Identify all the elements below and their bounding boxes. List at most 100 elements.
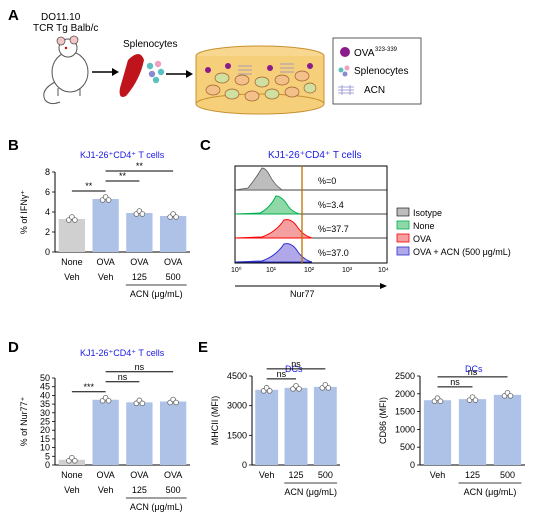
category-label-row2: Veh: [64, 485, 80, 495]
tick-1e3: 10³: [342, 267, 353, 274]
y-tick-label: 1500: [227, 430, 247, 440]
y-axis-label: MHCII (MFI): [210, 396, 220, 446]
y-axis-label: % of Nur77⁺: [19, 396, 29, 446]
group-label: ACN (μg/mL): [130, 289, 183, 299]
category-label: 500: [500, 470, 515, 480]
significance-label: **: [136, 161, 144, 171]
panel-c-title: KJ1-26⁺CD4⁺ T cells: [268, 150, 362, 161]
bar: [159, 216, 187, 252]
data-point: [139, 211, 146, 217]
bar: [423, 400, 452, 465]
y-tick-label: 30: [40, 408, 50, 418]
panel-e-letter: E: [198, 339, 208, 356]
histogram-none: [234, 195, 301, 215]
histogram-ova: [234, 219, 313, 239]
y-tick-label: 20: [40, 425, 50, 435]
y-tick-label: 0: [45, 247, 50, 257]
tick-1e0: 10⁰: [231, 266, 242, 274]
data-point: [72, 217, 78, 223]
category-label-row2: Veh: [64, 272, 80, 282]
bar: [255, 389, 279, 465]
category-label: Veh: [430, 470, 446, 480]
data-point: [173, 214, 179, 220]
legend-isotype: Isotype: [413, 208, 442, 218]
splenocyte-legend-icon: [338, 65, 350, 77]
splenocytes-label: Splenocytes: [123, 39, 177, 50]
data-point: [105, 397, 112, 404]
category-label-row2: 125: [132, 485, 147, 495]
significance-label: ns: [450, 377, 460, 387]
arrow-right-icon: [92, 68, 119, 76]
y-tick-label: 2000: [395, 389, 415, 399]
xaxis-arrow-icon: [380, 283, 387, 289]
acn-legend-icon: [338, 85, 354, 95]
data-point: [507, 393, 514, 399]
panel-d-chart: KJ1-26⁺CD4⁺ T cells 05101520253035404550%…: [19, 348, 190, 512]
y-tick-label: 1000: [395, 424, 415, 434]
y-tick-label: 0: [45, 460, 50, 470]
group-label: ACN (μg/mL): [284, 487, 337, 497]
chart-title: KJ1-26⁺CD4⁺ T cells: [80, 150, 165, 160]
significance-label: **: [119, 171, 127, 181]
y-tick-label: 5: [45, 451, 50, 461]
bar: [58, 459, 86, 465]
category-label: 500: [318, 470, 333, 480]
y-tick-label: 3000: [227, 401, 247, 411]
category-label: 125: [465, 470, 480, 480]
y-axis-label: % of IFNγ⁺: [19, 190, 29, 235]
panel-a-letter: A: [8, 7, 19, 24]
category-label: OVA: [130, 470, 148, 480]
data-point: [139, 400, 146, 407]
y-tick-label: 40: [40, 390, 50, 400]
category-label-row2: 500: [166, 272, 181, 282]
legend-ova-sup: 323-339: [375, 47, 398, 53]
y-tick-label: 25: [40, 417, 50, 427]
significance-label: ns: [135, 362, 145, 372]
significance-label: ns: [291, 359, 301, 369]
y-tick-label: 0: [242, 460, 247, 470]
category-label-row2: Veh: [98, 272, 114, 282]
percent-ova-acn: %=37.0: [318, 248, 349, 258]
percent-isotype: %=0: [318, 176, 336, 186]
category-label: None: [61, 470, 83, 480]
mouse-line2: TCR Tg Balb/c: [33, 23, 98, 34]
spleen-icon: [119, 54, 144, 97]
category-label: 125: [288, 470, 303, 480]
legend-acn: ACN: [364, 85, 385, 96]
y-tick-label: 2: [45, 227, 50, 237]
y-axis-label: CD86 (MFI): [378, 397, 388, 444]
y-tick-label: 8: [45, 167, 50, 177]
significance-label: ***: [83, 382, 94, 392]
significance-label: ns: [277, 369, 287, 379]
legend-box-a: OVA 323-339 Splenocytes ACN: [332, 37, 422, 105]
category-label-row2: 125: [132, 272, 147, 282]
bar: [493, 394, 522, 465]
tick-1e2: 10²: [304, 267, 315, 274]
group-label: ACN (μg/mL): [464, 487, 517, 497]
panel-e-cd86-chart: DCs 0 500 1000 1500 2000 2500 CD86 (MFI) Veh 125 5…: [378, 364, 525, 497]
category-label: OVA: [96, 257, 114, 267]
y-tick-label: 4500: [227, 371, 247, 381]
data-point: [437, 398, 444, 405]
tick-1e1: 10¹: [266, 267, 277, 274]
histogram-isotype: [234, 167, 284, 191]
bar: [126, 213, 153, 252]
category-label: None: [61, 257, 83, 267]
panel-b-letter: B: [8, 137, 19, 154]
splenocyte-cluster-icon: [146, 60, 165, 84]
mouse-line1: DO11.10: [41, 12, 81, 23]
y-tick-label: 0: [410, 460, 415, 470]
bar: [458, 399, 487, 465]
legend-ova-acn: OVA + ACN (500 μg/mL): [413, 247, 511, 257]
group-label: ACN (μg/mL): [130, 502, 183, 512]
bar: [159, 401, 187, 465]
panel-c-legend: Isotype None OVA OVA + ACN (500 μg/mL): [396, 207, 511, 257]
panel-c: KJ1-26⁺CD4⁺ T cells %=0 %=3.4 %=37.7 %=3…: [231, 150, 511, 299]
panel-d-letter: D: [8, 339, 19, 356]
tick-1e4: 10⁴: [378, 267, 389, 274]
y-tick-label: 2500: [395, 371, 415, 381]
category-label: OVA: [130, 257, 148, 267]
mouse-icon: [43, 35, 89, 105]
data-point: [173, 399, 179, 406]
data-point: [472, 397, 479, 403]
